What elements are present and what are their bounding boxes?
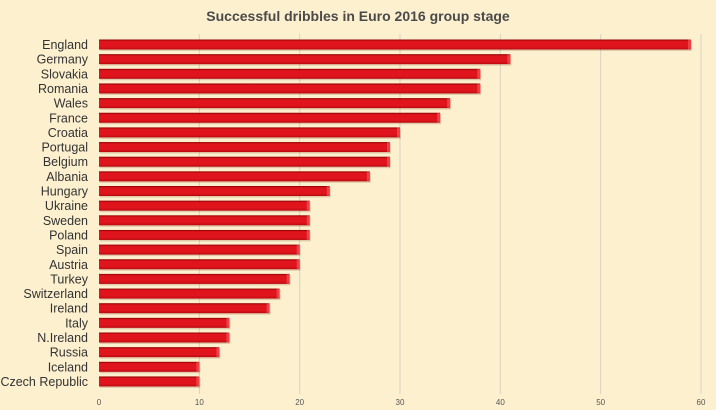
bar-end-cap xyxy=(507,54,511,65)
bar-end-cap xyxy=(386,156,390,167)
bar-end-cap xyxy=(326,186,330,196)
bar-sweden xyxy=(99,215,310,226)
bar-end-cap xyxy=(216,347,220,358)
category-label: Ireland xyxy=(50,302,88,316)
category-label: France xyxy=(49,111,88,125)
bar-russia xyxy=(99,347,220,358)
category-label: Czech Republic xyxy=(0,375,88,389)
category-label: N.Ireland xyxy=(37,331,88,345)
category-label: Iceland xyxy=(48,360,88,374)
bar-end-cap xyxy=(306,215,310,226)
bar-end-cap xyxy=(196,361,200,372)
category-label: Spain xyxy=(56,243,88,257)
bar-czech-republic xyxy=(99,376,200,387)
bar-end-cap xyxy=(447,98,451,109)
bar-hungary xyxy=(99,186,330,196)
bar-turkey xyxy=(99,273,290,284)
bar-end-cap xyxy=(687,39,691,50)
category-labels: EnglandGermanySlovakiaRomaniaWalesFrance… xyxy=(0,38,88,389)
category-label: Poland xyxy=(49,228,88,242)
x-tick-label: 10 xyxy=(195,398,204,407)
bar-belgium xyxy=(99,156,390,167)
x-tick-label: 0 xyxy=(97,398,102,407)
bar-end-cap xyxy=(306,229,310,240)
bar-austria xyxy=(99,259,300,270)
category-label: Romania xyxy=(38,82,88,96)
category-label: Ukraine xyxy=(45,199,88,213)
bar-romania xyxy=(99,83,481,94)
chart-title: Successful dribbles in Euro 2016 group s… xyxy=(206,8,510,24)
category-label: Switzerland xyxy=(23,287,88,301)
bar-ireland xyxy=(99,303,270,314)
bar-slovakia xyxy=(99,68,481,79)
bar-n-ireland xyxy=(99,332,230,343)
bar-germany xyxy=(99,54,511,65)
bar-end-cap xyxy=(226,332,230,343)
bar-spain xyxy=(99,244,300,255)
bar-end-cap xyxy=(296,244,300,255)
bar-france xyxy=(99,112,441,123)
category-label: Albania xyxy=(46,170,88,184)
category-label: England xyxy=(42,38,88,52)
category-label: Croatia xyxy=(48,126,88,140)
bar-end-cap xyxy=(306,200,310,211)
bar-end-cap xyxy=(286,273,290,284)
category-label: Slovakia xyxy=(41,67,88,81)
bar-end-cap xyxy=(366,171,370,182)
bar-end-cap xyxy=(296,259,300,270)
x-tick-label: 50 xyxy=(596,398,605,407)
category-label: Portugal xyxy=(41,141,88,155)
bar-end-cap xyxy=(276,288,280,299)
bar-england xyxy=(99,39,691,50)
category-label: Italy xyxy=(65,316,89,330)
category-label: Austria xyxy=(49,258,88,272)
x-tick-label: 30 xyxy=(396,398,405,407)
bar-portugal xyxy=(99,142,390,153)
bar-poland xyxy=(99,229,310,240)
category-label: Wales xyxy=(54,97,88,111)
bar-croatia xyxy=(99,127,400,138)
bar-end-cap xyxy=(477,83,481,94)
bar-italy xyxy=(99,317,230,328)
bar-layer xyxy=(99,39,692,388)
category-label: Germany xyxy=(37,53,89,67)
x-tick-label: 60 xyxy=(697,398,706,407)
category-label: Russia xyxy=(50,346,88,360)
bar-ukraine xyxy=(99,200,310,211)
bar-end-cap xyxy=(196,376,200,387)
category-label: Sweden xyxy=(43,214,88,228)
bar-end-cap xyxy=(386,142,390,153)
category-label: Hungary xyxy=(41,185,89,199)
bar-end-cap xyxy=(266,303,270,314)
bar-end-cap xyxy=(397,127,400,138)
category-label: Belgium xyxy=(43,155,88,169)
bar-end-cap xyxy=(226,317,230,328)
x-tick-label: 20 xyxy=(295,398,304,407)
bar-albania xyxy=(99,171,370,182)
x-axis-ticks: 0 10 20 30 40 50 60 xyxy=(97,398,706,407)
category-label: Turkey xyxy=(50,272,88,286)
bar-wales xyxy=(99,98,451,109)
x-tick-label: 40 xyxy=(496,398,505,407)
bar-end-cap xyxy=(477,68,481,79)
bar-switzerland xyxy=(99,288,280,299)
bar-iceland xyxy=(99,361,200,372)
bar-end-cap xyxy=(437,112,441,123)
